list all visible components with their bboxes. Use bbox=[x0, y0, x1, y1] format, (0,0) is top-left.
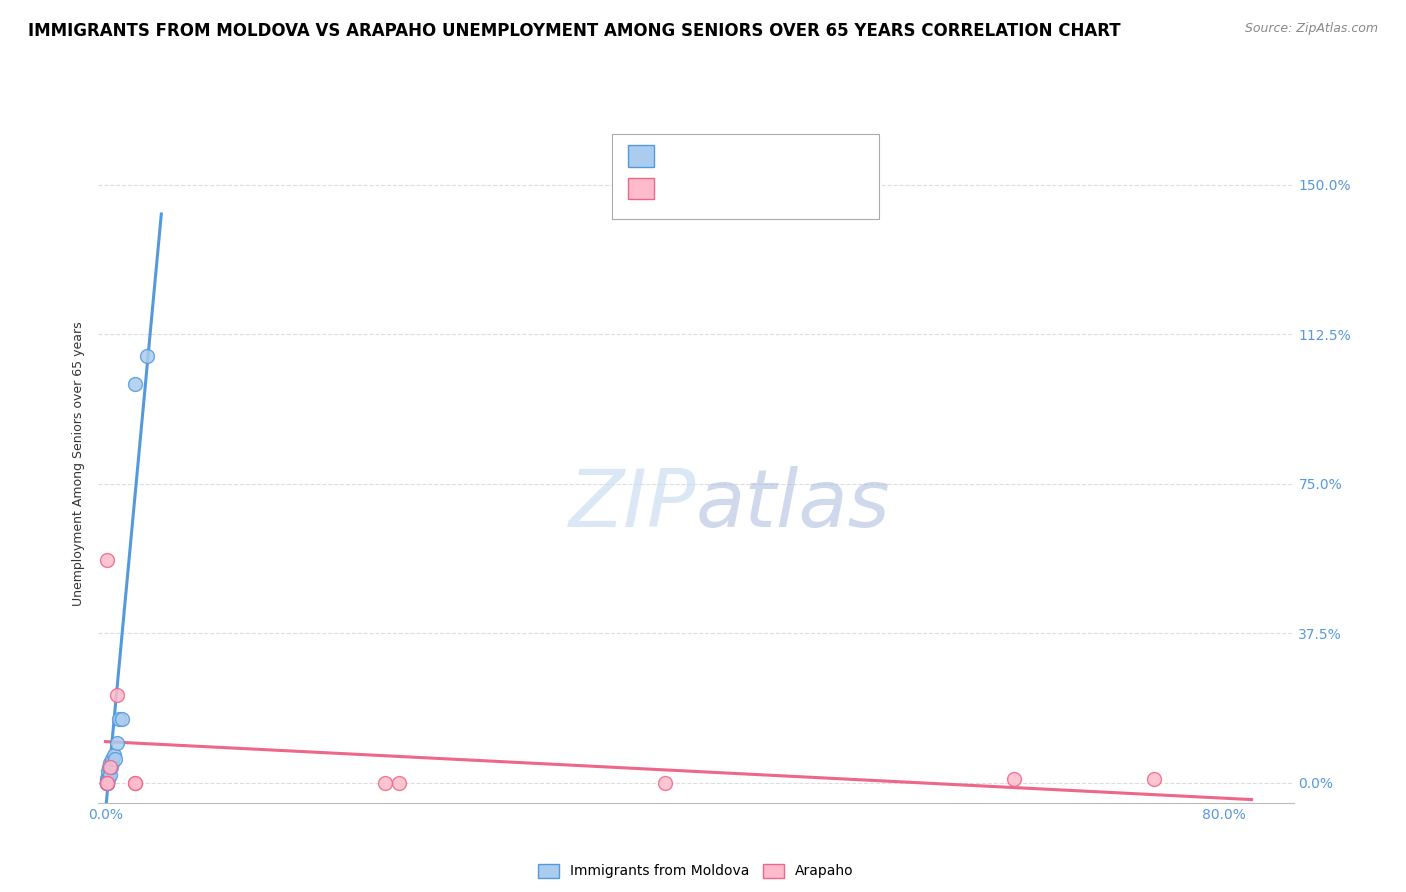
Text: 26: 26 bbox=[796, 149, 817, 163]
Point bbox=[104, 752, 127, 766]
Point bbox=[96, 776, 118, 790]
Text: IMMIGRANTS FROM MOLDOVA VS ARAPAHO UNEMPLOYMENT AMONG SENIORS OVER 65 YEARS CORR: IMMIGRANTS FROM MOLDOVA VS ARAPAHO UNEMP… bbox=[28, 22, 1121, 40]
Point bbox=[96, 772, 118, 786]
Point bbox=[105, 736, 128, 750]
Point bbox=[100, 760, 122, 774]
Point bbox=[98, 760, 121, 774]
Point bbox=[105, 688, 128, 702]
Text: atlas: atlas bbox=[696, 466, 891, 543]
Point bbox=[98, 768, 121, 782]
Text: 12: 12 bbox=[796, 181, 817, 195]
Point bbox=[103, 747, 125, 762]
Text: 0.779: 0.779 bbox=[696, 149, 749, 163]
Text: N =: N = bbox=[756, 181, 800, 195]
Point bbox=[101, 756, 124, 770]
Text: ZIP: ZIP bbox=[568, 466, 696, 543]
Text: -0.357: -0.357 bbox=[696, 181, 751, 195]
Point bbox=[96, 776, 118, 790]
Point bbox=[96, 776, 118, 790]
Point bbox=[96, 768, 118, 782]
Point bbox=[111, 712, 134, 726]
Point bbox=[96, 776, 118, 790]
Point bbox=[1143, 772, 1166, 786]
Text: R =: R = bbox=[661, 149, 695, 163]
Point bbox=[97, 764, 120, 778]
Point bbox=[96, 776, 118, 790]
Legend: Immigrants from Moldova, Arapaho: Immigrants from Moldova, Arapaho bbox=[533, 858, 859, 884]
Point bbox=[124, 377, 146, 392]
Point bbox=[124, 776, 146, 790]
Point bbox=[96, 776, 118, 790]
Point bbox=[96, 776, 118, 790]
Point bbox=[124, 776, 146, 790]
Point bbox=[108, 712, 131, 726]
Point bbox=[97, 760, 120, 774]
Point bbox=[97, 772, 120, 786]
Point bbox=[96, 552, 118, 566]
Point bbox=[1002, 772, 1025, 786]
Point bbox=[96, 776, 118, 790]
Point bbox=[98, 756, 121, 770]
Point bbox=[654, 776, 676, 790]
Point bbox=[388, 776, 411, 790]
Point bbox=[101, 752, 124, 766]
Point bbox=[96, 776, 118, 790]
Point bbox=[374, 776, 396, 790]
Y-axis label: Unemployment Among Seniors over 65 years: Unemployment Among Seniors over 65 years bbox=[72, 321, 86, 607]
Point bbox=[96, 776, 118, 790]
Point bbox=[96, 772, 118, 786]
Text: N =: N = bbox=[756, 149, 800, 163]
Text: R =: R = bbox=[661, 181, 695, 195]
Point bbox=[136, 349, 159, 363]
Text: Source: ZipAtlas.com: Source: ZipAtlas.com bbox=[1244, 22, 1378, 36]
